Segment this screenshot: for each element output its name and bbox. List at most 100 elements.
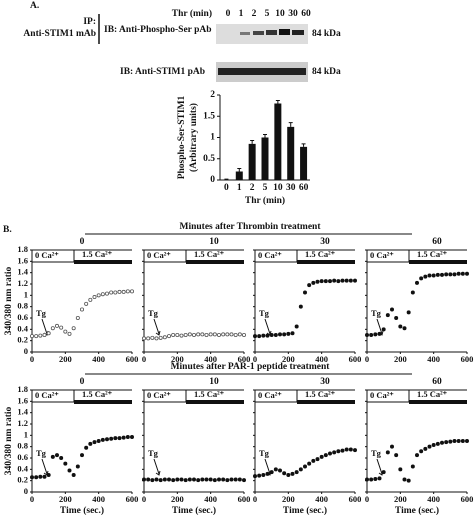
data-point <box>46 331 51 336</box>
x-tick-label: 200 <box>171 354 184 364</box>
data-point <box>46 472 51 477</box>
data-point <box>452 438 457 443</box>
data-point <box>336 449 341 454</box>
data-point <box>252 474 257 479</box>
x-tick-label: 200 <box>171 494 184 504</box>
zero-ca-box <box>143 389 187 403</box>
data-point <box>435 441 440 446</box>
data-point <box>273 467 278 472</box>
data-point <box>208 332 213 337</box>
data-point <box>141 477 146 482</box>
ca-bar <box>186 260 244 264</box>
y-tick-label: 1 <box>24 289 28 299</box>
x-tick-label: 600 <box>461 354 474 364</box>
annotation: Tg <box>371 448 382 458</box>
data-point <box>460 438 465 443</box>
data-point <box>71 472 76 477</box>
data-point <box>80 453 85 458</box>
annotation: Tg <box>148 448 159 458</box>
data-point <box>419 276 424 281</box>
data-point <box>187 477 192 482</box>
data-point <box>315 457 320 462</box>
data-point <box>196 478 201 483</box>
x-tick-label: 0 <box>365 354 369 364</box>
data-point <box>59 325 64 330</box>
x-tick-label: 0 <box>365 494 369 504</box>
y-tick-label: 1.8 <box>17 384 28 394</box>
zero-ca-box <box>31 249 75 263</box>
panel-title: 10 <box>209 377 219 387</box>
data-point <box>212 332 217 337</box>
annotation: Tg <box>36 448 47 458</box>
annotation: 0 Ca²⁺ <box>258 250 282 260</box>
annotation: 1.5 Ca²⁺ <box>82 249 113 259</box>
y-tick-label: 0.2 <box>17 475 28 485</box>
x-tick-label: 0 <box>30 354 34 364</box>
bar <box>274 103 282 180</box>
x-tick-label: 30 <box>286 183 296 193</box>
data-point <box>125 289 130 294</box>
data-point <box>406 310 411 315</box>
data-point <box>158 335 163 340</box>
x-tick-label: 400 <box>204 354 217 364</box>
data-point <box>96 438 101 443</box>
data-point <box>59 455 64 460</box>
y-tick-label: 0.2 <box>17 335 28 345</box>
x-tick-label: 200 <box>59 494 72 504</box>
data-point <box>113 436 118 441</box>
y-tick-label: 0.6 <box>17 452 28 462</box>
y-tick-label: 0.6 <box>17 312 28 322</box>
data-point <box>311 458 316 463</box>
data-point <box>377 476 382 481</box>
zero-ca-box <box>254 389 298 403</box>
data-point <box>187 332 192 337</box>
data-point <box>340 278 345 283</box>
data-point <box>105 437 110 442</box>
data-point <box>377 331 382 336</box>
lane-label: 1 <box>239 9 244 19</box>
lane-label: 5 <box>265 9 270 19</box>
data-point <box>204 477 209 482</box>
panel-label: A. <box>30 1 39 11</box>
x-tick-label: 200 <box>282 354 295 364</box>
data-point <box>414 280 419 285</box>
x-tick-label: 0 <box>30 494 34 504</box>
data-point <box>448 439 453 444</box>
data-point <box>29 334 34 339</box>
y-tick-label: 0.4 <box>17 463 28 473</box>
data-point <box>402 326 407 331</box>
data-point <box>34 475 39 480</box>
data-point <box>237 477 242 482</box>
data-point <box>340 448 345 453</box>
data-point <box>38 333 43 338</box>
y-axis-label: (Arbitrary units) <box>188 103 199 172</box>
row-title: Minutes after PAR-1 peptide treatment <box>171 362 331 372</box>
data-point <box>385 313 390 318</box>
data-point <box>109 290 114 295</box>
x-tick-label: 0 <box>253 354 257 364</box>
x-tick-label: 400 <box>315 354 328 364</box>
data-point <box>348 278 353 283</box>
data-point <box>63 461 68 466</box>
data-point <box>241 332 246 337</box>
bar <box>235 171 243 180</box>
annotation: 0 Ca²⁺ <box>370 390 394 400</box>
data-point <box>212 478 217 483</box>
data-point <box>277 332 282 337</box>
x-tick-label: 600 <box>349 354 362 364</box>
data-point <box>282 471 287 476</box>
data-point <box>71 326 76 331</box>
lane-label: 60 <box>301 9 311 19</box>
x-axis-label: Time (sec.) <box>60 505 104 515</box>
data-point <box>50 326 55 331</box>
data-point <box>269 332 274 337</box>
x-tick-label: 200 <box>394 354 407 364</box>
x-axis-label: Time (sec.) <box>283 505 327 515</box>
bar <box>300 146 308 180</box>
error-bar <box>288 122 293 127</box>
data-point <box>129 289 134 294</box>
data-point <box>191 332 196 337</box>
x-tick-label: 400 <box>92 494 105 504</box>
ip-antibody: Anti-STIM1 mAb <box>23 29 96 39</box>
annotation: 0 Ca²⁺ <box>35 390 59 400</box>
